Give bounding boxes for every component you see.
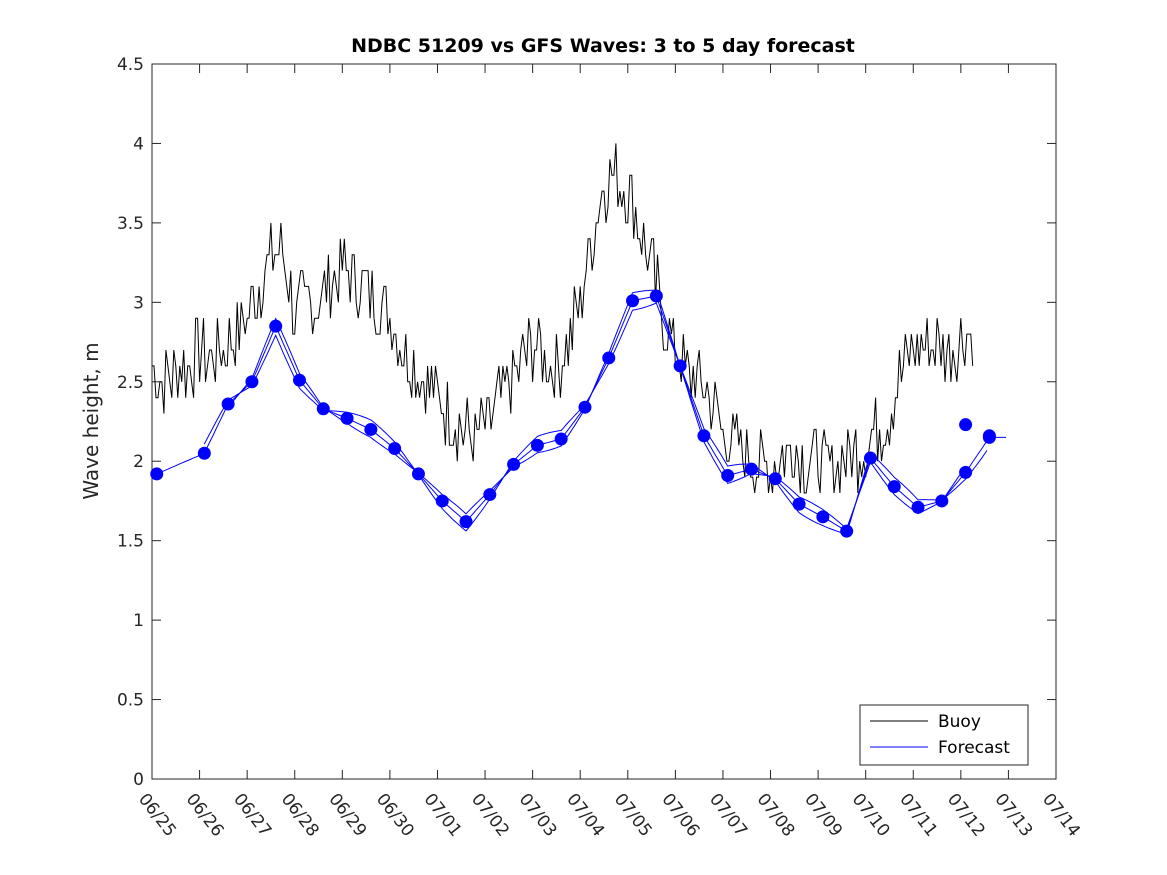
y-tick-label: 3.5	[117, 214, 144, 234]
forecast-point	[364, 422, 378, 436]
x-tick-label: 07/01	[420, 790, 466, 841]
x-tick-label: 07/03	[515, 790, 561, 841]
legend-box	[859, 704, 1029, 766]
forecast-point	[840, 524, 854, 538]
y-axis: 0 0.5 1 1.5 2 2.5 3 3.5 4 4.5	[117, 55, 1056, 790]
x-tick-label: 07/07	[705, 790, 751, 841]
forecast-point	[316, 402, 330, 416]
x-tick-label: 07/12	[943, 790, 989, 841]
forecast-point	[221, 397, 235, 411]
forecast-point	[697, 429, 711, 443]
forecast-ensemble-line	[227, 289, 964, 530]
x-tick-label: 06/27	[229, 790, 275, 841]
forecast-point	[673, 359, 687, 373]
plot-frame	[151, 63, 1057, 780]
x-tick-label: 07/11	[895, 790, 941, 841]
forecast-point	[530, 438, 544, 452]
x-tick-label: 07/05	[610, 790, 656, 841]
forecast-point	[578, 400, 592, 414]
forecast-point	[483, 488, 497, 502]
forecast-point	[435, 494, 449, 508]
forecast-point	[911, 500, 925, 514]
forecast-point	[554, 432, 568, 446]
forecast-point	[959, 465, 973, 479]
x-tick-label: 07/13	[990, 790, 1036, 841]
buoy-line	[152, 143, 974, 494]
y-axis-label: Wave height, m	[79, 342, 103, 499]
y-tick-label: 4	[133, 134, 144, 154]
y-tick-label: 4.5	[117, 55, 144, 75]
forecast-point	[959, 418, 973, 432]
x-tick-label: 07/04	[562, 790, 608, 841]
legend-forecast-label: Forecast	[938, 738, 1010, 758]
y-tick-label: 3	[133, 293, 144, 313]
forecast-point	[768, 472, 782, 486]
forecast-point	[721, 469, 735, 483]
forecast-point	[340, 411, 354, 425]
x-tick-label: 06/30	[372, 790, 418, 841]
forecast-point	[649, 289, 663, 303]
x-tick-label: 06/28	[277, 790, 323, 841]
forecast-ensemble-line	[203, 302, 988, 535]
y-tick-label: 0	[133, 770, 144, 790]
legend-buoy-label: Buoy	[938, 712, 981, 732]
forecast-point	[863, 451, 877, 465]
x-tick-label: 07/02	[467, 790, 513, 841]
forecast-point	[269, 319, 283, 333]
forecast-point	[388, 442, 402, 456]
forecast-point	[411, 467, 425, 481]
forecast-point	[292, 373, 306, 387]
forecast-point	[792, 497, 806, 511]
y-tick-label: 0.5	[117, 691, 144, 711]
forecast-point	[982, 429, 996, 443]
y-tick-label: 1	[133, 611, 144, 631]
y-tick-label: 2	[133, 452, 144, 472]
x-tick-label: 07/09	[800, 790, 846, 841]
chart-title: NDBC 51209 vs GFS Waves: 3 to 5 day fore…	[351, 35, 855, 57]
forecast-point	[459, 515, 473, 529]
forecast-point	[626, 294, 640, 308]
forecast-point	[197, 446, 211, 460]
series-group	[150, 143, 1006, 538]
forecast-line	[156, 295, 1006, 532]
forecast-point	[507, 457, 521, 471]
y-tick-label: 2.5	[117, 373, 144, 393]
forecast-point	[887, 480, 901, 494]
x-tick-label: 06/25	[134, 790, 180, 841]
forecast-point	[744, 462, 758, 476]
forecast-point	[245, 375, 259, 389]
forecast-point	[816, 510, 830, 524]
forecast-point	[602, 351, 616, 365]
x-tick-label: 07/08	[753, 790, 799, 841]
x-tick-label: 07/10	[848, 790, 894, 841]
forecast-point	[150, 467, 164, 481]
x-tick-label: 06/26	[182, 790, 228, 841]
legend: Buoy Forecast	[859, 704, 1029, 766]
y-tick-label: 1.5	[117, 532, 144, 552]
x-tick-label: 07/06	[657, 790, 703, 841]
x-tick-label: 06/29	[324, 790, 370, 841]
x-tick-label: 07/14	[1038, 790, 1084, 841]
forecast-point	[935, 494, 949, 508]
